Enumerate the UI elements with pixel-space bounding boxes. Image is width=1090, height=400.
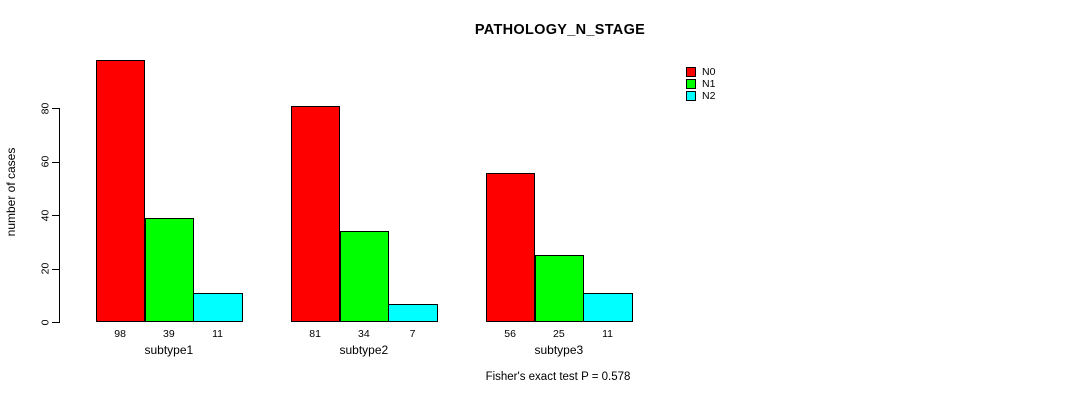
bar-N0-subtype2 <box>290 105 341 323</box>
bar-value-label: 11 <box>602 327 613 340</box>
y-axis-tick-label: 60 <box>39 155 52 168</box>
bar-N1-subtype1 <box>144 217 195 323</box>
bar-value-label: 98 <box>114 327 126 340</box>
y-axis-tick <box>51 161 59 163</box>
x-axis-category-label: subtype3 <box>534 343 584 357</box>
bar-N1-subtype2 <box>339 231 390 323</box>
legend-swatch-N0 <box>686 67 696 77</box>
bar-value-label: 25 <box>553 327 565 340</box>
bar-value-label: 11 <box>212 327 223 340</box>
legend: N0 N1 N2 <box>686 67 715 103</box>
bar-value-label: 7 <box>409 327 416 340</box>
bar-N2-subtype1 <box>193 292 243 323</box>
y-axis-tick <box>51 322 59 324</box>
bar-N1-subtype3 <box>534 255 585 323</box>
bar-value-label: 34 <box>358 327 370 340</box>
y-axis-tick <box>51 215 59 217</box>
bar-value-label: 56 <box>504 327 516 340</box>
y-axis-tick-label: 40 <box>39 209 52 222</box>
chart-title: PATHOLOGY_N_STAGE <box>474 22 646 38</box>
legend-item-N0: N0 <box>686 67 715 77</box>
bar-value-label: 39 <box>163 327 175 340</box>
bar-N0-subtype1 <box>95 60 146 323</box>
bar-N2-subtype2 <box>388 303 438 323</box>
legend-item-N1: N1 <box>686 79 715 89</box>
y-axis-tick-label: 0 <box>39 319 52 326</box>
legend-label: N0 <box>702 66 716 78</box>
y-axis-label: number of cases <box>4 147 18 237</box>
legend-swatch-N2 <box>686 91 696 101</box>
legend-swatch-N1 <box>686 79 696 89</box>
y-axis-tick <box>51 268 59 270</box>
y-axis-tick <box>51 108 59 110</box>
fisher-test-annotation: Fisher's exact test P = 0.578 <box>485 371 631 383</box>
y-axis-tick-label: 20 <box>39 262 52 275</box>
bar-N0-subtype3 <box>485 172 536 323</box>
bar-N2-subtype3 <box>583 292 633 323</box>
legend-label: N1 <box>702 78 716 90</box>
y-axis-tick-label: 80 <box>39 102 52 115</box>
legend-label: N2 <box>702 90 716 102</box>
x-axis-category-label: subtype2 <box>339 343 389 357</box>
y-axis-line <box>58 108 60 324</box>
legend-item-N2: N2 <box>686 91 715 101</box>
x-axis-category-label: subtype1 <box>144 343 194 357</box>
bar-value-label: 81 <box>309 327 321 340</box>
